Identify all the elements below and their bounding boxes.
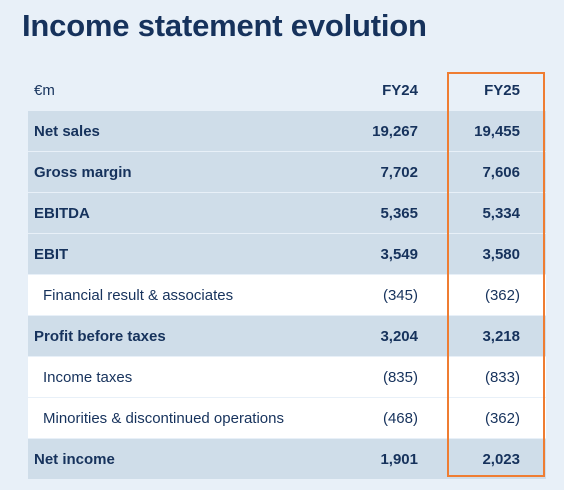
fy25-value: 7,606 (482, 163, 520, 181)
column-header-fy24: FY24 (382, 81, 418, 99)
table-row: Net income 1,901 2,023 (28, 439, 546, 479)
row-label: Net sales (34, 122, 100, 140)
row-label: Minorities & discontinued operations (43, 409, 284, 427)
fy25-value: 3,218 (482, 327, 520, 345)
table-row: Net sales 19,267 19,455 (28, 111, 546, 151)
fy25-value: 2,023 (482, 450, 520, 468)
fy24-value: 7,702 (380, 163, 418, 181)
row-label: Gross margin (34, 163, 132, 181)
page-title: Income statement evolution (22, 8, 427, 43)
fy25-value: (362) (484, 286, 520, 304)
fy24-value: 3,549 (380, 245, 418, 263)
row-label: EBIT (34, 245, 69, 263)
table-row: EBIT 3,549 3,580 (28, 234, 546, 274)
fy24-value: 1,901 (380, 450, 418, 468)
table-row: Minorities & discontinued operations (46… (28, 398, 546, 438)
table-row: Financial result & associates (345) (362… (28, 275, 546, 315)
row-label: EBITDA (34, 204, 90, 222)
fy25-value: (362) (484, 409, 520, 427)
fy24-value: 19,267 (372, 122, 418, 140)
row-label: Income taxes (43, 368, 133, 386)
table-row: Gross margin 7,702 7,606 (28, 152, 546, 192)
unit-label: €m (34, 81, 55, 99)
fy25-value: (833) (484, 368, 520, 386)
row-label: Net income (34, 450, 115, 468)
row-label: Financial result & associates (43, 286, 234, 304)
fy24-value: (345) (382, 286, 418, 304)
fy24-value: (468) (382, 409, 418, 427)
table-row: Profit before taxes 3,204 3,218 (28, 316, 546, 356)
fy24-value: (835) (382, 368, 418, 386)
row-label: Profit before taxes (34, 327, 166, 345)
fy24-value: 3,204 (380, 327, 418, 345)
table-row: EBITDA 5,365 5,334 (28, 193, 546, 233)
income-statement-table: €m FY24 FY25 Net sales 19,267 19,455 Gro… (28, 70, 546, 480)
table-header-row: €m FY24 FY25 (28, 70, 546, 110)
fy25-value: 5,334 (482, 204, 520, 222)
fy24-value: 5,365 (380, 204, 418, 222)
table-row: Income taxes (835) (833) (28, 357, 546, 397)
fy25-value: 3,580 (482, 245, 520, 263)
column-header-fy25: FY25 (484, 81, 520, 99)
fy25-value: 19,455 (474, 122, 520, 140)
